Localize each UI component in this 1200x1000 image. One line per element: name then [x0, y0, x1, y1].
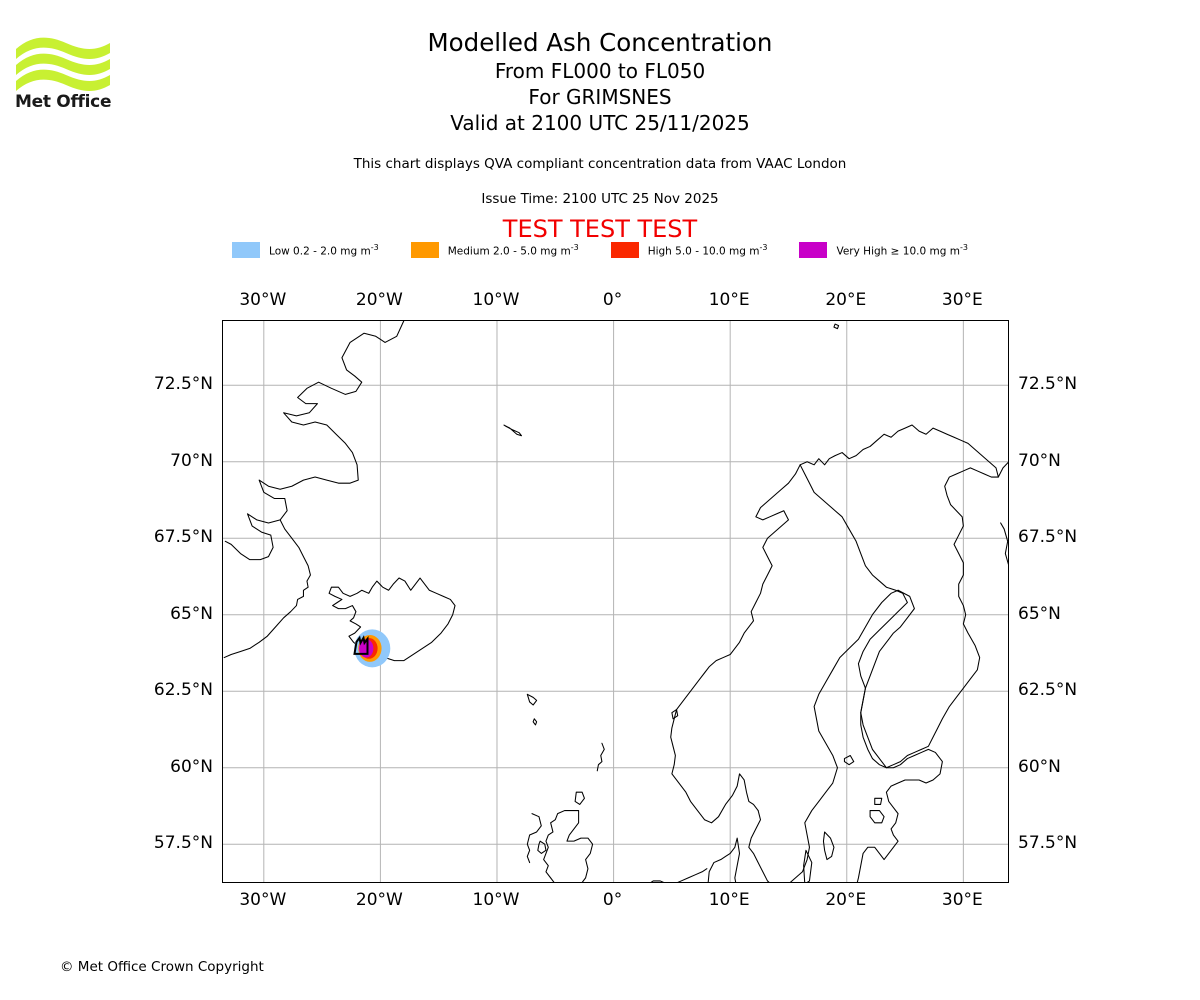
met-office-logo: Met Office [14, 27, 124, 112]
lon-tick-bottom: 20°W [355, 890, 403, 910]
coastline-norway-isles [671, 709, 679, 720]
coastline-oland [803, 849, 813, 882]
coastline-gotland [822, 831, 835, 861]
lat-tick-left: 67.5°N [153, 527, 213, 548]
lat-tick-left: 60°N [170, 756, 213, 777]
coastline-faroes [526, 693, 538, 706]
map-coastlines [223, 321, 1008, 882]
issue-time-label: Issue Time: 2100 UTC 25 Nov 2025 [481, 191, 719, 207]
legend-item-high: High 5.0 - 10.0 mg m-3 [610, 242, 768, 258]
qva-compliance-note: This chart displays QVA compliant concen… [353, 156, 847, 172]
coastline-russia-north [997, 461, 1008, 478]
lat-tick-right: 62.5°N [1018, 680, 1078, 701]
lon-tick-top: 10°W [472, 290, 520, 310]
legend-label-very-high: Very High ≥ 10.0 mg m-3 [836, 242, 968, 258]
coastline-kola [1000, 522, 1008, 565]
coastline-faroes-south [532, 718, 538, 726]
coastline-fennoscandia [799, 424, 999, 769]
coastline-continental-edge [650, 868, 708, 882]
coastline-shetland [596, 742, 605, 772]
lat-tick-right: 72.5°N [1018, 374, 1078, 395]
legend-label-low: Low 0.2 - 2.0 mg m-3 [269, 242, 379, 258]
lon-tick-bottom: 10°E [708, 890, 750, 910]
coastline-baltic-states [856, 589, 943, 882]
lon-tick-top: 20°E [825, 290, 867, 310]
title-flight-levels: From FL000 to FL050 [494, 59, 706, 83]
map-gridlines [223, 321, 1008, 882]
copyright-notice: © Met Office Crown Copyright [60, 959, 264, 975]
legend-swatch-low [232, 242, 261, 258]
legend-item-very-high: Very High ≥ 10.0 mg m-3 [799, 242, 968, 258]
lat-tick-left: 62.5°N [153, 680, 213, 701]
logo-text: Met Office [15, 92, 111, 112]
coastline-jan-mayen [503, 424, 523, 437]
ash-plume-contours [353, 629, 391, 668]
coastline-saaremaa [869, 810, 885, 824]
coastline-hiiumaa [874, 797, 883, 805]
coastline-scotland [543, 810, 594, 882]
lat-tick-left: 65°N [170, 603, 213, 624]
coastline-bear-island [833, 323, 840, 330]
coastline-norway-west [670, 464, 801, 824]
lon-tick-bottom: 0° [602, 890, 623, 910]
coastline-hebrides [526, 813, 542, 864]
lon-tick-bottom: 10°W [472, 890, 520, 910]
legend-swatch-very-high [799, 242, 828, 258]
lat-tick-right: 67.5°N [1018, 527, 1078, 548]
ash-concentration-map [222, 320, 1009, 883]
lat-tick-left: 57.5°N [153, 833, 213, 854]
legend-swatch-medium [410, 242, 439, 258]
logo-waves [16, 37, 110, 91]
lon-tick-top: 0° [602, 290, 623, 310]
lon-tick-top: 30°W [239, 290, 287, 310]
coastline-aland [843, 754, 855, 766]
lat-tick-right: 70°N [1018, 450, 1061, 471]
legend-item-medium: Medium 2.0 - 5.0 mg m-3 [410, 242, 579, 258]
lat-tick-left: 72.5°N [153, 374, 213, 395]
page-title: Modelled Ash Concentration [427, 28, 773, 57]
lon-tick-top: 30°E [941, 290, 983, 310]
legend-item-low: Low 0.2 - 2.0 mg m-3 [232, 242, 379, 258]
chart-title-block: Modelled Ash Concentration From FL000 to… [0, 27, 1200, 136]
coastline-greenland-se [223, 519, 311, 659]
legend-label-medium: Medium 2.0 - 5.0 mg m-3 [447, 242, 579, 258]
lat-tick-right: 60°N [1018, 756, 1061, 777]
lat-tick-right: 65°N [1018, 603, 1061, 624]
title-source: For GRIMSNES [528, 85, 672, 109]
legend-swatch-high [610, 242, 639, 258]
coastline-orkney [574, 791, 585, 805]
coastline-sweden-south [748, 589, 899, 882]
coastline-denmark [707, 837, 741, 882]
lon-tick-bottom: 30°E [941, 890, 983, 910]
test-banner: TEST TEST TEST [502, 215, 698, 243]
concentration-legend: Low 0.2 - 2.0 mg m-3 Medium 2.0 - 5.0 mg… [0, 242, 1200, 258]
volcano-source-marker [353, 635, 369, 655]
coastline-iceland [328, 577, 456, 662]
lon-tick-bottom: 30°W [239, 890, 287, 910]
lat-tick-right: 57.5°N [1018, 833, 1078, 854]
lon-tick-top: 20°W [355, 290, 403, 310]
legend-label-high: High 5.0 - 10.0 mg m-3 [647, 242, 768, 258]
coastline-skye [537, 840, 547, 854]
title-valid-time: Valid at 2100 UTC 25/11/2025 [450, 111, 750, 135]
coastline-greenland [224, 321, 405, 561]
lon-tick-bottom: 20°E [825, 890, 867, 910]
lon-tick-top: 10°E [708, 290, 750, 310]
map-frame [222, 320, 1009, 883]
lat-tick-left: 70°N [170, 450, 213, 471]
